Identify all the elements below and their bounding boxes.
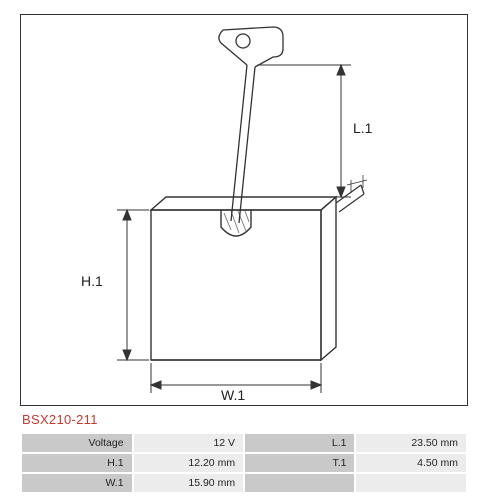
table-row: H.1 12.20 mm T.1 4.50 mm [21, 453, 467, 473]
part-number: BSX210-211 [22, 412, 98, 427]
spec-value [355, 473, 467, 493]
spec-key: Voltage [21, 433, 133, 453]
spec-value: 23.50 mm [355, 433, 467, 453]
spec-key [244, 473, 355, 493]
spec-key: H.1 [21, 453, 133, 473]
spec-key: L.1 [244, 433, 355, 453]
spec-value: 4.50 mm [355, 453, 467, 473]
spec-key: W.1 [21, 473, 133, 493]
spec-key: T.1 [244, 453, 355, 473]
spec-value: 15.90 mm [133, 473, 245, 493]
drawing-frame: H.1 W.1 L.1 [20, 14, 468, 406]
spec-value: 12.20 mm [133, 453, 245, 473]
table-row: W.1 15.90 mm [21, 473, 467, 493]
technical-drawing [21, 15, 469, 407]
spec-value: 12 V [133, 433, 245, 453]
label-h1: H.1 [81, 273, 103, 289]
label-w1: W.1 [221, 387, 245, 403]
table-row: Voltage 12 V L.1 23.50 mm [21, 433, 467, 453]
label-l1: L.1 [353, 120, 372, 136]
spec-table: Voltage 12 V L.1 23.50 mm H.1 12.20 mm T… [20, 432, 468, 494]
